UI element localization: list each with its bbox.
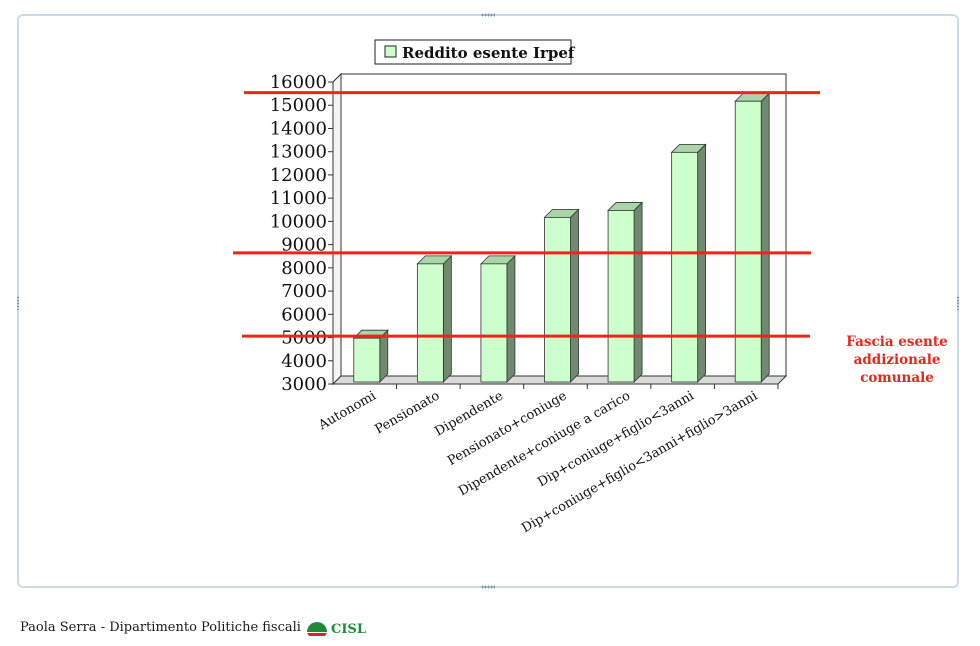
frame-handle-top[interactable] xyxy=(481,13,495,17)
bar-7 xyxy=(734,92,771,383)
x-axis: AutonomiPensionatoDipendentePensionato+c… xyxy=(315,384,779,536)
footer-author: Paola Serra - Dipartimento Politiche fis… xyxy=(20,620,301,635)
ytick-label-8000: 8000 xyxy=(281,258,327,279)
ytick-label-9000: 9000 xyxy=(281,235,327,256)
ytick-label-10000: 10000 xyxy=(270,211,327,232)
ytick-label-4000: 4000 xyxy=(281,351,327,372)
bar-2 xyxy=(416,254,453,383)
ytick-label-11000: 11000 xyxy=(270,188,327,209)
ytick-label-12000: 12000 xyxy=(270,165,327,186)
xtick-label-1: Autonomi xyxy=(315,388,378,433)
bar-5 xyxy=(607,201,644,383)
ytick-label-13000: 13000 xyxy=(270,142,327,163)
frame-handle-bottom[interactable] xyxy=(481,585,495,589)
xtick-label-7: Dip+coniuge+figlio<3anni+figlio>3anni xyxy=(519,388,760,536)
ytick-label-16000: 16000 xyxy=(270,72,327,93)
ytick-label-14000: 14000 xyxy=(270,118,327,139)
ytick-label-7000: 7000 xyxy=(281,281,327,302)
annotation-text: Fascia esente addizionale comunale xyxy=(846,334,948,386)
logo-band-red xyxy=(307,633,327,636)
legend: Reddito esente Irpef xyxy=(374,39,576,65)
legend-swatch xyxy=(384,45,397,58)
ytick-label-6000: 6000 xyxy=(281,304,327,325)
frame-handle-left[interactable] xyxy=(16,296,20,310)
cisl-logo: CISL xyxy=(307,622,366,637)
ytick-label-15000: 15000 xyxy=(270,95,327,116)
legend-label: Reddito esente Irpef xyxy=(402,44,576,62)
chart-frame xyxy=(16,13,960,589)
logo-arc-green xyxy=(307,622,327,632)
bar-1 xyxy=(352,329,389,383)
frame-handle-right[interactable] xyxy=(956,296,960,310)
logo-text: CISL xyxy=(331,622,366,637)
ytick-label-5000: 5000 xyxy=(281,328,327,349)
bar-6 xyxy=(670,143,707,383)
reference-lines xyxy=(233,91,820,338)
bar-3 xyxy=(479,254,516,383)
xtick-label-2: Pensionato xyxy=(372,388,442,437)
ytick-label-3000: 3000 xyxy=(281,374,327,395)
bar-4 xyxy=(543,208,580,383)
